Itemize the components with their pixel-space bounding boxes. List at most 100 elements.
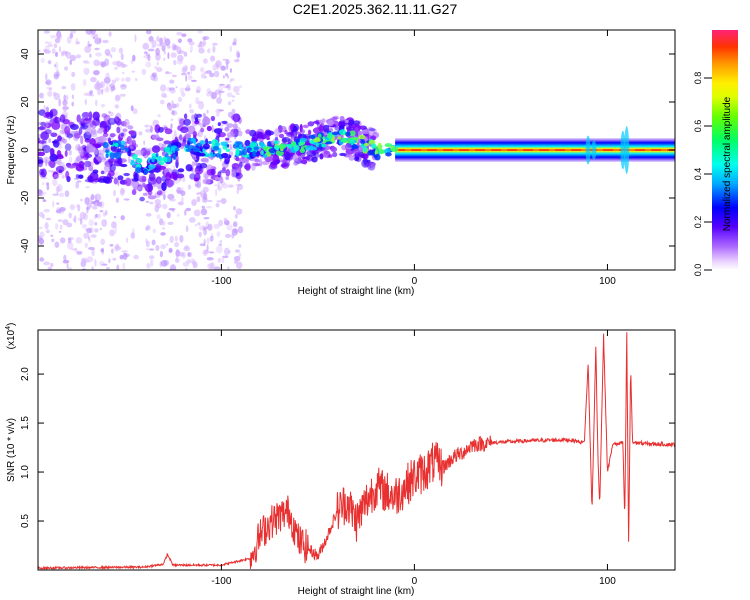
spectrogram-energy-blob <box>254 158 260 163</box>
spectrogram-noise-blob <box>39 92 44 99</box>
spectrogram-ridge-blob <box>300 145 305 152</box>
spectrogram-noise-blob <box>46 86 53 90</box>
spectrogram-noise-blob <box>224 73 228 77</box>
spectrogram-energy-blob <box>319 153 324 160</box>
spectrogram-noise-blob <box>200 122 204 129</box>
spectrogram-noise-blob <box>56 202 60 205</box>
spectrogram-energy-blob <box>64 125 71 135</box>
spectrogram-noise-blob <box>106 53 112 57</box>
spectrogram-noise-blob <box>102 39 109 44</box>
spectrogram-noise-blob <box>235 92 240 95</box>
spectrogram-noise-blob <box>217 257 221 263</box>
spectrogram-noise-blob <box>160 42 167 48</box>
spectrogram-energy-blob <box>184 133 192 140</box>
spectrogram-noise-blob <box>156 67 163 73</box>
spectrogram-noise-blob <box>145 226 149 231</box>
spectrogram-noise-blob <box>189 109 195 114</box>
spectrogram-noise-blob <box>114 77 120 82</box>
spectrogram-noise-blob <box>145 225 151 231</box>
spectrogram-energy-blob <box>328 154 333 158</box>
spectrogram-noise-blob <box>123 198 130 201</box>
spectrogram-noise-blob <box>200 67 205 73</box>
spectrogram-noise-blob <box>82 78 87 87</box>
spectrogram-noise-blob <box>211 73 214 77</box>
spectrogram-noise-blob <box>120 83 127 90</box>
spectrogram-noise-blob <box>45 217 52 221</box>
spectrogram-noise-blob <box>177 201 184 206</box>
spectrogram-noise-blob <box>53 43 58 49</box>
spectrogram-noise-blob <box>62 99 68 106</box>
spectrogram-noise-blob <box>100 62 106 68</box>
spectrogram-noise-blob <box>222 58 229 61</box>
spectrogram-ridge-blob <box>114 142 119 147</box>
spectrogram-noise-blob <box>203 58 208 64</box>
spectrogram-noise-blob <box>236 188 239 195</box>
spectrogram-ridge-blob <box>267 141 272 147</box>
spectrogram-noise-blob <box>68 212 72 219</box>
spectrogram-energy-blob <box>179 118 186 126</box>
spectrogram-energy-blob <box>85 143 94 153</box>
spectrogram-noise-blob <box>196 132 200 137</box>
snr-x-axis-label: Height of straight line (km) <box>298 586 415 597</box>
spectrogram-energy-blob <box>83 112 91 118</box>
spectrogram-energy-blob <box>109 133 116 138</box>
spectrogram-noise-blob <box>235 183 242 187</box>
spectrogram-noise-blob <box>75 250 83 254</box>
spectrogram-noise-blob <box>67 241 74 250</box>
spectrogram-energy-blob <box>97 178 107 183</box>
spectrogram-noise-blob <box>99 210 104 213</box>
spectrogram-energy-blob <box>206 169 215 176</box>
spectrogram-noise-blob <box>69 32 74 39</box>
spectrogram-noise-blob <box>206 237 210 245</box>
spectrogram-energy-blob <box>371 135 377 141</box>
spectrogram-energy-blob <box>196 113 203 118</box>
spectrogram-noise-blob <box>181 67 187 74</box>
spectrogram-energy-blob <box>145 150 151 156</box>
spectrogram-noise-blob <box>55 186 61 192</box>
spectrogram-noise-blob <box>103 157 107 161</box>
spectrogram-energy-blob <box>231 171 237 178</box>
spectrogram-ridge-blob <box>339 129 347 136</box>
spectrogram-ridge-blob <box>345 131 351 137</box>
spectrogram-noise-blob <box>155 47 160 56</box>
spectrogram-y-tick-label: 20 <box>20 96 31 108</box>
spectrogram-noise-blob <box>196 192 199 195</box>
spectrogram-noise-blob <box>179 50 185 54</box>
spectrogram-ridge-blob <box>360 143 364 148</box>
spectrogram-energy-blob <box>183 113 188 120</box>
spectrogram-energy-blob <box>293 131 301 135</box>
spectrogram-noise-blob <box>88 219 94 227</box>
spectrogram-noise-blob <box>232 221 238 228</box>
spectrogram-energy-blob <box>156 190 163 196</box>
spectrogram-noise-blob <box>91 266 94 270</box>
spectrogram-noise-blob <box>207 200 213 202</box>
spectrogram-energy-blob <box>233 114 238 123</box>
spectrogram-energy-blob <box>191 161 195 168</box>
spectrogram-noise-blob <box>114 66 118 71</box>
spectrogram-noise-blob <box>75 181 80 189</box>
spectrogram-energy-blob <box>92 118 100 126</box>
spectrogram-noise-blob <box>93 70 100 76</box>
spectrogram-noise-blob <box>238 85 242 89</box>
spectrogram-noise-blob <box>203 228 208 236</box>
spectrogram-noise-blob <box>114 226 117 235</box>
spectrogram-noise-blob <box>145 200 150 203</box>
spectrogram-noise-blob <box>94 194 98 202</box>
spectrogram-noise-blob <box>120 84 127 87</box>
spectrogram-energy-blob <box>138 175 146 183</box>
spectrogram-energy-blob <box>200 157 209 163</box>
spectrogram-noise-blob <box>232 231 235 237</box>
spectrogram-noise-blob <box>226 123 234 128</box>
spectrogram-noise-blob <box>145 240 150 248</box>
spectrogram-noise-blob <box>64 190 70 198</box>
spectrogram-ridge-blob <box>220 141 228 147</box>
spectrogram-energy-blob <box>214 176 221 181</box>
spectrogram-noise-blob <box>160 260 168 267</box>
spectrogram-noise-blob <box>113 216 117 219</box>
spectrogram-noise-blob <box>166 211 171 219</box>
spectrogram-noise-blob <box>168 106 172 111</box>
spectrogram-energy-blob <box>163 140 171 145</box>
spectrogram-ridge-blob <box>132 153 138 160</box>
spectrogram-energy-blob <box>83 160 92 168</box>
spectrogram-noise-blob <box>59 237 66 244</box>
